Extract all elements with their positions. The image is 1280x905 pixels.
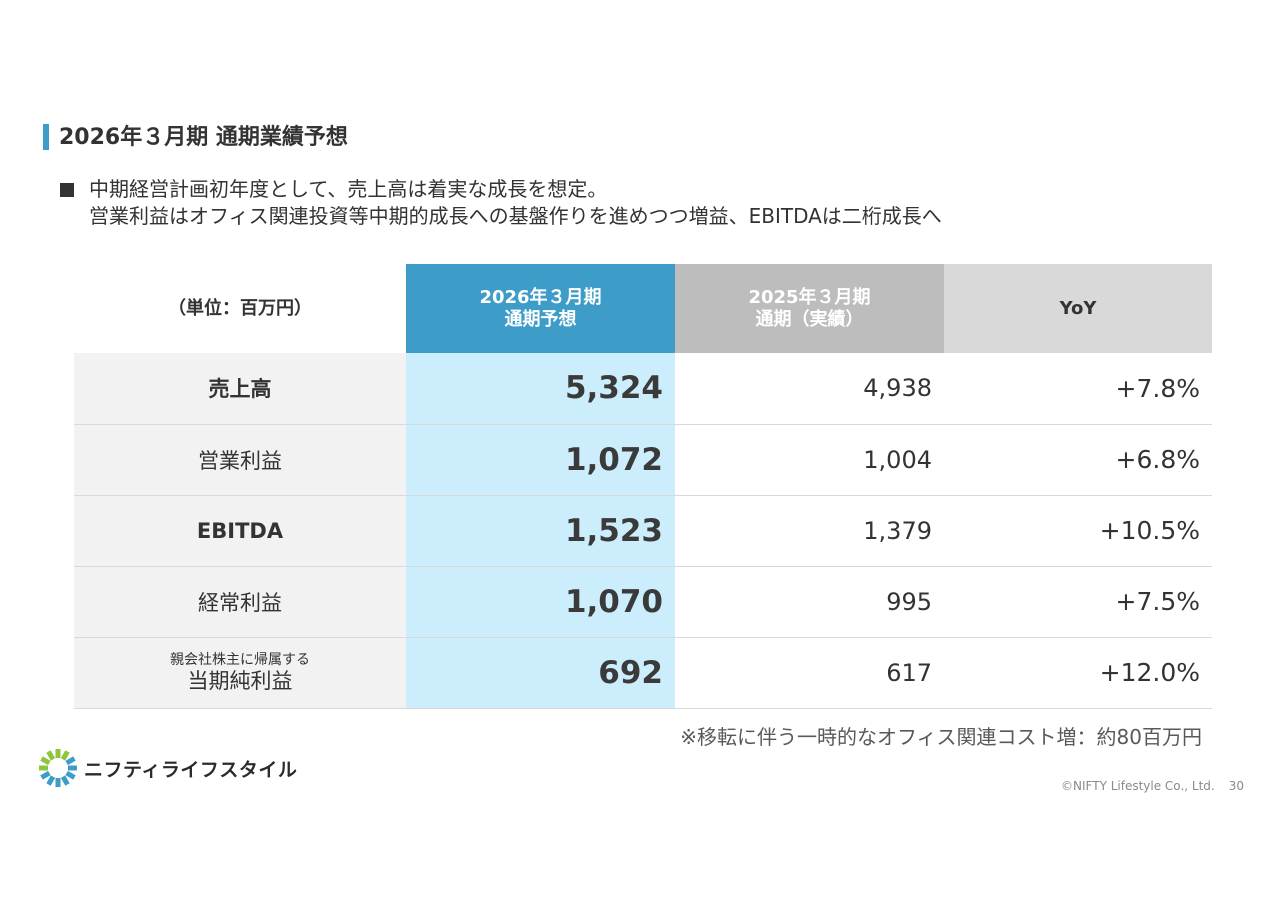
forecast-value: 692 [406,637,675,709]
unit-label: （単位：百万円） [74,264,406,353]
table-row: 売上高 5,324 4,938 +7.8% [74,353,1212,425]
header-forecast: 2026年３月期 通期予想 [406,264,675,353]
forecast-value: 1,070 [406,566,675,638]
row-label: 売上高 [74,353,406,425]
bullet-block: 中期経営計画初年度として、売上高は着実な成長を想定。 営業利益はオフィス関連投資… [60,176,942,230]
footnote: ※移転に伴う一時的なオフィス関連コスト増：約80百万円 [680,725,1202,749]
header-forecast-line2: 通期予想 [504,308,577,330]
square-bullet-icon [60,183,74,197]
yoy-value: +10.5% [944,495,1212,567]
header-prior-line2: 通期（実績） [755,308,864,330]
logo-text: ニフティライフスタイル [84,758,298,781]
prior-value: 995 [675,566,944,638]
header-prior-line1: 2025年３月期 [748,286,871,308]
header-forecast-line1: 2026年３月期 [479,286,602,308]
bullet-text-1: 中期経営計画初年度として、売上高は着実な成長を想定。 [89,177,608,201]
table-row: 営業利益 1,072 1,004 +6.8% [74,424,1212,496]
yoy-value: +7.5% [944,566,1212,638]
yoy-value: +7.8% [944,353,1212,425]
forecast-value: 1,523 [406,495,675,567]
slide-title: 2026年３月期 通期業績予想 [59,125,348,150]
company-logo: ニフティライフスタイル [38,748,297,788]
prior-value: 4,938 [675,353,944,425]
footer: ©NIFTY Lifestyle Co., Ltd. 30 [1061,779,1244,793]
burst-logo-icon [39,749,77,787]
copyright: ©NIFTY Lifestyle Co., Ltd. [1061,779,1215,793]
yoy-value: +12.0% [944,637,1212,709]
bullet-text-2: 営業利益はオフィス関連投資等中期的成長への基盤作りを進めつつ増益、EBITDAは… [89,204,942,228]
row-label-net-income: 親会社株主に帰属する 当期純利益 [74,637,406,709]
row-label: EBITDA [74,495,406,567]
row-label: 経常利益 [74,566,406,638]
page-number: 30 [1228,779,1244,793]
row-label-sub: 親会社株主に帰属する [170,651,310,668]
prior-value: 617 [675,637,944,709]
table-row: 親会社株主に帰属する 当期純利益 692 617 +12.0% [74,637,1212,709]
forecast-value: 1,072 [406,424,675,496]
prior-value: 1,004 [675,424,944,496]
table-row: EBITDA 1,523 1,379 +10.5% [74,495,1212,567]
title-accent-bar [43,124,49,150]
table-row: 経常利益 1,070 995 +7.5% [74,566,1212,638]
forecast-table: （単位：百万円） 2026年３月期 通期予想 2025年３月期 通期（実績） Y… [74,264,1212,709]
header-yoy: YoY [944,264,1212,353]
row-label: 営業利益 [74,424,406,496]
prior-value: 1,379 [675,495,944,567]
yoy-value: +6.8% [944,424,1212,496]
table-header-row: （単位：百万円） 2026年３月期 通期予想 2025年３月期 通期（実績） Y… [74,264,1212,353]
bullet-line-1: 中期経営計画初年度として、売上高は着実な成長を想定。 [60,176,942,203]
header-prior: 2025年３月期 通期（実績） [675,264,944,353]
row-label: 当期純利益 [187,668,293,693]
forecast-value: 5,324 [406,353,675,425]
